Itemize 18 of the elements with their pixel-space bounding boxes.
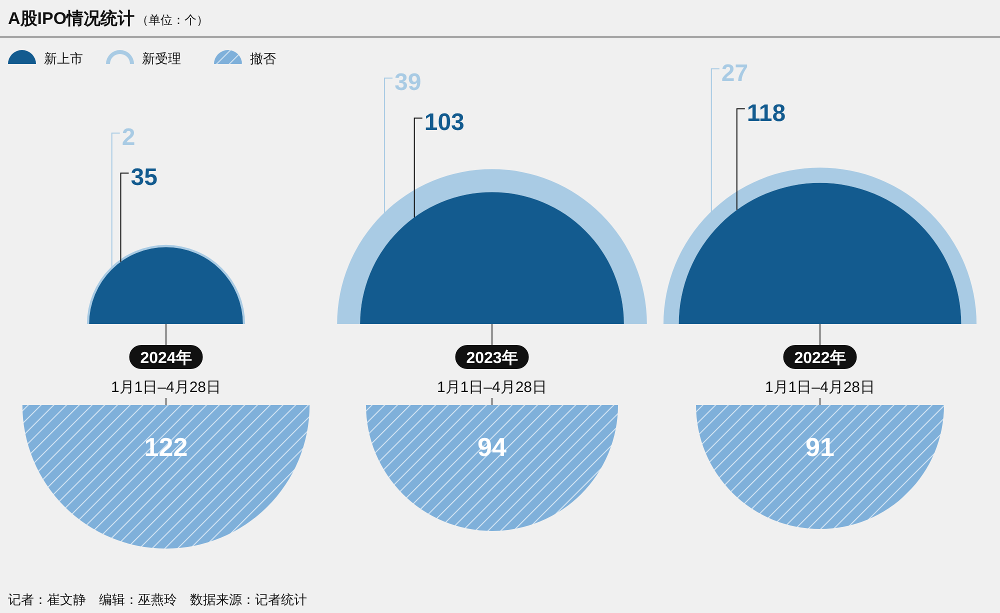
data-label: 103 [424,109,464,136]
legend-label: 撤否 [250,51,276,66]
text: 记者：崔文静 编辑：巫燕玲 数据来源：记者统计 [8,592,307,607]
category-label: 2024年 [140,349,192,367]
legend-label: 新上市 [44,51,83,66]
data-label: 35 [130,164,158,192]
data-label: 39 [394,69,422,96]
text: 1月1日–4月28日 [764,379,876,396]
text: 1月1日–4月28日 [110,379,222,396]
text: 1月1日–4月28日 [436,379,548,396]
category-label: 2022年 [794,349,846,367]
legend-label: 新受理 [142,51,181,66]
data-label: 2 [122,124,136,152]
text: A股IPO情况统计 [8,9,135,28]
data-label: 27 [721,60,748,87]
text: （单位：个） [136,13,209,27]
data-label: 118 [746,100,786,127]
category-label: 2023年 [466,349,518,367]
